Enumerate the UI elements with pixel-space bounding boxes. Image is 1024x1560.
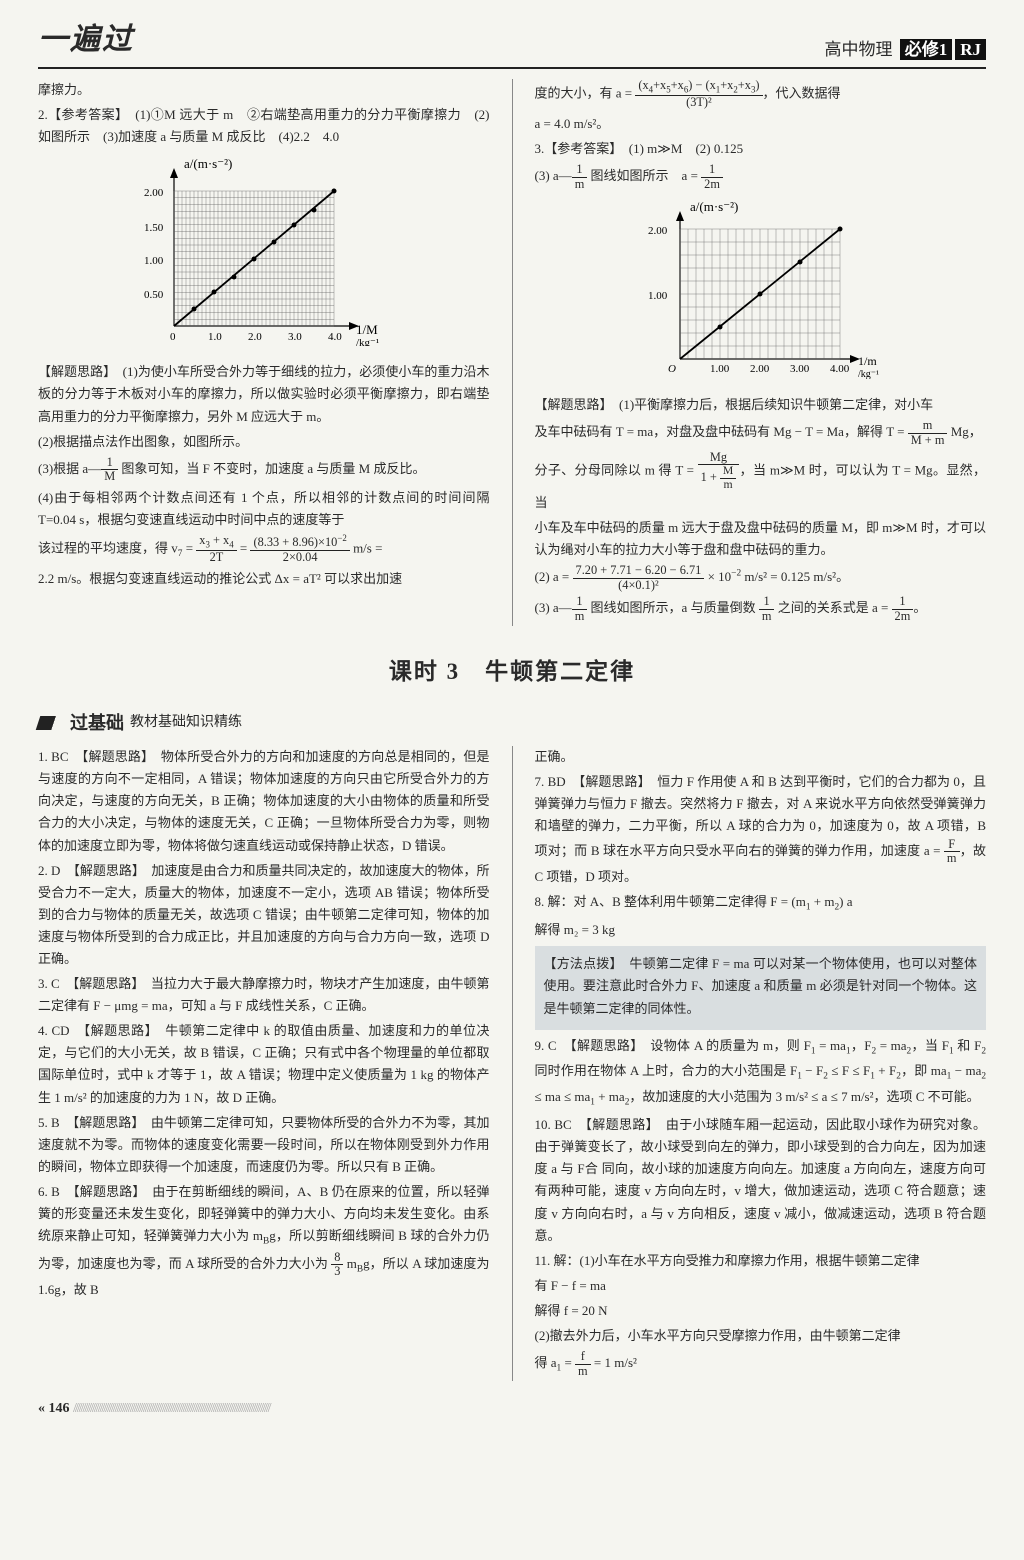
- header-right: 高中物理 必修1RJ: [824, 36, 986, 65]
- q11a: 11. 解：(1)小车在水平方向受推力和摩擦力作用，根据牛顿第二定律: [535, 1250, 987, 1272]
- q11c: 解得 f = 20 N: [535, 1300, 987, 1322]
- body-columns: 1. BC 【解题思路】 物体所受合外力的方向和加速度的方向总是相同的，但是与速…: [38, 746, 986, 1381]
- text: a = 4.0 m/s²。: [535, 113, 987, 135]
- page-number: « 146: [38, 1401, 70, 1416]
- q11b: 有 F − f = ma: [535, 1275, 987, 1297]
- text: 正确。: [535, 746, 987, 768]
- text: 摩擦力。: [38, 79, 490, 101]
- equation: 及车中砝码有 T = ma，对盘及盘中砝码有 Mg − T = Ma，解得 T …: [535, 419, 987, 447]
- svg-text:a/(m·s⁻²): a/(m·s⁻²): [690, 199, 738, 214]
- svg-text:O: O: [668, 363, 676, 375]
- svg-text:a/(m·s⁻²): a/(m·s⁻²): [184, 156, 232, 171]
- q11d: (2)撤去外力后，小车水平方向只受摩擦力作用，由牛顿第二定律: [535, 1325, 987, 1347]
- svg-text:/kg⁻¹: /kg⁻¹: [356, 337, 379, 346]
- text: (4)由于每相邻两个计数点间还有 1 个点，所以相邻的计数点间的时间间隔 T=0…: [38, 487, 490, 531]
- q4: 4. CD 【解题思路】 牛顿第二定律中 k 的取值由质量、加速度和力的单位决定…: [38, 1020, 490, 1108]
- svg-text:1.0: 1.0: [208, 331, 222, 343]
- svg-text:2.00: 2.00: [750, 363, 770, 375]
- top-columns: 摩擦力。 2.【参考答案】 (1)①M 远大于 m ②右端垫高用重力的分力平衡摩…: [38, 79, 986, 626]
- body-left-col: 1. BC 【解题思路】 物体所受合外力的方向和加速度的方向总是相同的，但是与速…: [38, 746, 490, 1381]
- q10: 10. BC 【解题思路】 由于小球随车厢一起运动，因此取小球作为研究对象。由于…: [535, 1114, 987, 1247]
- equation: (3) a—1m 图线如图所示，a 与质量倒数 1m 之间的关系式是 a = 1…: [535, 595, 987, 623]
- subheader-t2: 教材基础知识精练: [130, 711, 242, 735]
- answer-2: 2.【参考答案】 (1)①M 远大于 m ②右端垫高用重力的分力平衡摩擦力 (2…: [38, 104, 490, 148]
- sub-header: 过基础 教材基础知识精练: [38, 708, 986, 739]
- subject-label: 高中物理: [824, 40, 892, 59]
- analysis-3: 【解题思路】 (1)平衡摩擦力后，根据后续知识牛顿第二定律，对小车: [535, 394, 987, 416]
- chart-1: a/(m·s⁻²) 2.00 1.50 1.00 0.50 0 1.0 2.0 …: [38, 156, 490, 353]
- q6: 6. B 【解题思路】 由于在剪断细线的瞬间，A、B 仍在原来的位置，所以轻弹簧…: [38, 1181, 490, 1301]
- text: (3) a—1m 图线如图所示 a = 12m: [535, 163, 987, 191]
- page-footer: « 146 //////////////////////////////////…: [38, 1397, 986, 1421]
- text: 小车及车中砝码的质量 m 远大于盘及盘中砝码的质量 M，即 m≫M 时，才可以认…: [535, 517, 987, 561]
- q7: 7. BD 【解题思路】 恒力 F 作用使 A 和 B 达到平衡时，它们的合力都…: [535, 771, 987, 888]
- subheader-t1: 过基础: [70, 708, 124, 739]
- page-header: 一遍过 高中物理 必修1RJ: [38, 14, 986, 69]
- svg-text:2.0: 2.0: [248, 331, 262, 343]
- section-title: 课时 3 牛顿第二定律: [38, 652, 986, 691]
- q9: 9. C 【解题思路】 设物体 A 的质量为 m，则 F1 = ma1，F2 =…: [535, 1035, 987, 1112]
- svg-text:1.00: 1.00: [710, 363, 730, 375]
- col-divider: [512, 746, 513, 1381]
- svg-text:2.00: 2.00: [144, 187, 164, 199]
- text: 2.2 m/s。根据匀变速直线运动的推论公式 Δx = aT² 可以求出加速: [38, 568, 490, 590]
- svg-text:1.00: 1.00: [144, 255, 164, 267]
- svg-text:4.0: 4.0: [328, 331, 342, 343]
- book-badge: 必修1: [900, 39, 953, 60]
- method-box: 【方法点拨】 牛顿第二定律 F = ma 可以对某一个物体使用，也可以对整体使用…: [535, 946, 987, 1029]
- equation-v7: 该过程的平均速度，得 v7 = x3 + x42T = (8.33 + 8.96…: [38, 534, 490, 565]
- col-divider: [512, 79, 513, 626]
- body-right-col: 正确。 7. BD 【解题思路】 恒力 F 作用使 A 和 B 达到平衡时，它们…: [535, 746, 987, 1381]
- logo: 一遍过: [38, 14, 134, 65]
- q11e: 得 a1 = fm = 1 m/s²: [535, 1350, 987, 1378]
- hatch-pattern: ////////////////////////////////////////…: [73, 1401, 270, 1416]
- text: (3)根据 a—1M 图象可知，当 F 不变时，加速度 a 与质量 M 成反比。: [38, 456, 490, 484]
- svg-text:/kg⁻¹: /kg⁻¹: [858, 369, 879, 379]
- svg-text:1.50: 1.50: [144, 222, 164, 234]
- answer-3: 3.【参考答案】 (1) m≫M (2) 0.125: [535, 138, 987, 160]
- equation-a: 度的大小，有 a = (x4+x5+x6) − (x1+x2+x3)(3T)²，…: [535, 79, 987, 110]
- svg-text:2.00: 2.00: [648, 225, 668, 237]
- svg-text:3.0: 3.0: [288, 331, 302, 343]
- chart-2: a/(m·s⁻²) 2.00 1.00 O 1.00 2.00 3.00 4.0…: [535, 199, 987, 386]
- svg-text:0: 0: [170, 331, 176, 343]
- svg-text:3.00: 3.00: [790, 363, 810, 375]
- edition-badge: RJ: [955, 39, 986, 60]
- q2: 2. D 【解题思路】 加速度是由合力和质量共同决定的，故加速度大的物体，所受合…: [38, 860, 490, 970]
- svg-text:1/M: 1/M: [356, 322, 378, 337]
- text: (2)根据描点法作出图象，如图所示。: [38, 431, 490, 453]
- equation: 分子、分母同除以 m 得 T = Mg1 + Mm，当 m≫M 时，可以认为 T…: [535, 451, 987, 514]
- q5: 5. B 【解题思路】 由牛顿第二定律可知，只要物体所受的合外力不为零，其加速度…: [38, 1112, 490, 1178]
- top-right-col: 度的大小，有 a = (x4+x5+x6) − (x1+x2+x3)(3T)²，…: [535, 79, 987, 626]
- q8b: 解得 m₂ = 3 kg: [535, 919, 987, 941]
- top-left-col: 摩擦力。 2.【参考答案】 (1)①M 远大于 m ②右端垫高用重力的分力平衡摩…: [38, 79, 490, 626]
- method-text: 【方法点拨】 牛顿第二定律 F = ma 可以对某一个物体使用，也可以对整体使用…: [544, 953, 978, 1019]
- svg-text:1.00: 1.00: [648, 290, 668, 302]
- marker-icon: [36, 716, 67, 730]
- q1: 1. BC 【解题思路】 物体所受合外力的方向和加速度的方向总是相同的，但是与速…: [38, 746, 490, 856]
- svg-text:1/m: 1/m: [858, 354, 877, 368]
- q8a: 8. 解：对 A、B 整体利用牛顿第二定律得 F = (m1 + m2) a: [535, 891, 987, 917]
- svg-text:0.50: 0.50: [144, 289, 164, 301]
- equation: (2) a = 7.20 + 7.71 − 6.20 − 6.71(4×0.1)…: [535, 564, 987, 592]
- q3: 3. C 【解题思路】 当拉力大于最大静摩擦力时，物块才产生加速度，由牛顿第二定…: [38, 973, 490, 1017]
- analysis-1: 【解题思路】 (1)为使小车所受合外力等于细线的拉力，必须使小车的重力沿木板的分…: [38, 361, 490, 427]
- svg-text:4.00: 4.00: [830, 363, 850, 375]
